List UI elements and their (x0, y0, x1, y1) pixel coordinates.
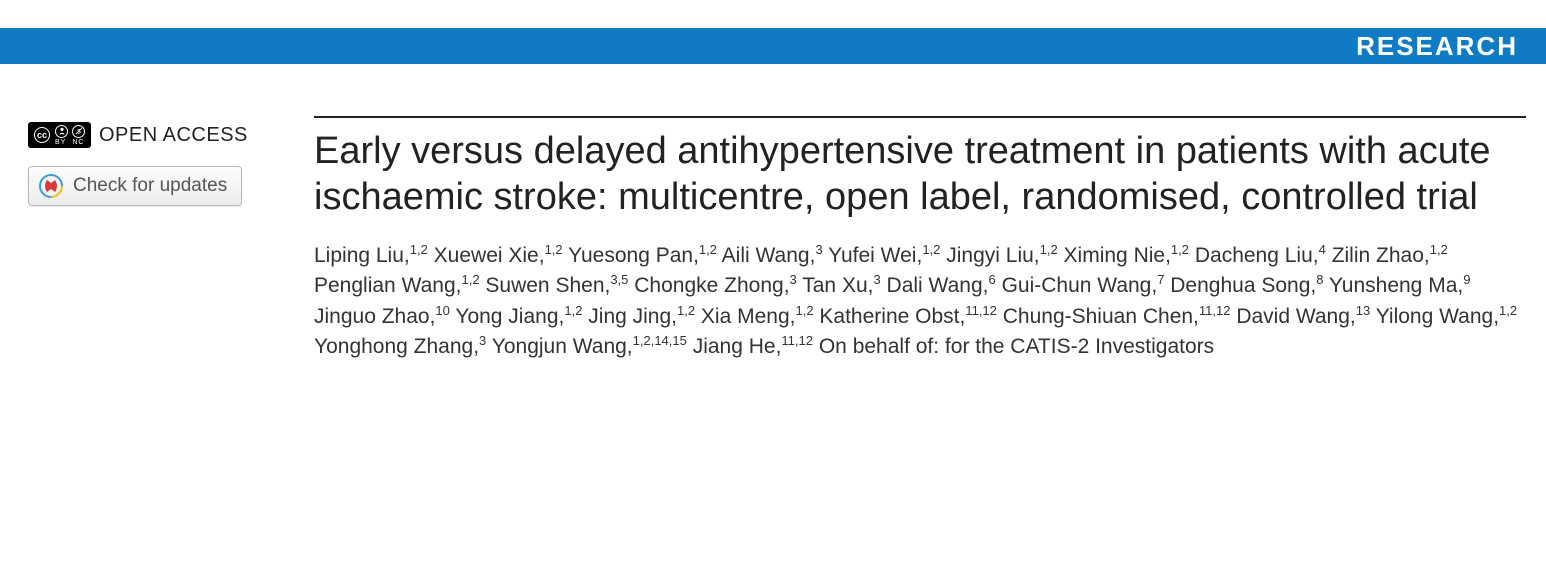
affiliation-ref: 1,2 (1040, 242, 1058, 257)
affiliation-ref: 1,2 (564, 303, 582, 318)
affiliation-ref: 8 (1316, 272, 1323, 287)
affiliation-ref: 1,2 (461, 272, 479, 287)
affiliation-ref: 1,2 (677, 303, 695, 318)
affiliation-ref: 3 (815, 242, 822, 257)
affiliation-ref: 3 (790, 272, 797, 287)
banner-label: RESEARCH (1356, 31, 1518, 62)
author: Liping Liu,1,2 (314, 244, 428, 267)
person-icon (55, 125, 68, 138)
section-banner: RESEARCH (0, 28, 1546, 64)
author: Dali Wang,6 (887, 274, 996, 297)
affiliation-ref: 1,2 (1430, 242, 1448, 257)
author: David Wang,13 (1236, 305, 1370, 328)
affiliation-ref: 13 (1356, 303, 1370, 318)
affiliation-ref: 3 (873, 272, 880, 287)
affiliation-ref: 7 (1157, 272, 1164, 287)
author-list: Liping Liu,1,2 Xuewei Xie,1,2 Yuesong Pa… (314, 241, 1526, 363)
author: Yonghong Zhang,3 (314, 335, 486, 358)
sidebar: cc $ BYNC OPEN ACCESS (28, 116, 290, 362)
author: Xuewei Xie,1,2 (434, 244, 563, 267)
affiliation-ref: 3 (479, 333, 486, 348)
check-updates-label: Check for updates (73, 175, 227, 197)
affiliation-ref: 3,5 (610, 272, 628, 287)
author: Katherine Obst,11,12 (819, 305, 997, 328)
affiliation-ref: 4 (1319, 242, 1326, 257)
author: Jingyi Liu,1,2 (946, 244, 1057, 267)
author: Yunsheng Ma,9 (1329, 274, 1471, 297)
author: Aili Wang,3 (722, 244, 823, 267)
author: Suwen Shen,3,5 (485, 274, 628, 297)
author: Yufei Wei,1,2 (828, 244, 940, 267)
author: Xia Meng,1,2 (701, 305, 814, 328)
affiliation-ref: 6 (988, 272, 995, 287)
content-row: cc $ BYNC OPEN ACCESS (0, 64, 1546, 362)
author: Jiang He,11,12 (693, 335, 813, 358)
affiliation-ref: 1,2,14,15 (633, 333, 687, 348)
author: Ximing Nie,1,2 (1064, 244, 1189, 267)
author: Gui-Chun Wang,7 (1002, 274, 1165, 297)
affiliation-ref: 1,2 (795, 303, 813, 318)
article-main: Early versus delayed antihypertensive tr… (314, 116, 1526, 362)
author: Penglian Wang,1,2 (314, 274, 480, 297)
affiliation-ref: 1,2 (1499, 303, 1517, 318)
dollar-icon: $ (72, 125, 85, 138)
author: Yong Jiang,1,2 (455, 305, 582, 328)
author: Chung-Shiuan Chen,11,12 (1003, 305, 1231, 328)
author: Denghua Song,8 (1170, 274, 1323, 297)
affiliation-ref: 10 (435, 303, 449, 318)
article-title: Early versus delayed antihypertensive tr… (314, 128, 1526, 221)
affiliation-ref: 1,2 (545, 242, 563, 257)
author: Jing Jing,1,2 (588, 305, 695, 328)
author: Yongjun Wang,1,2,14,15 (492, 335, 687, 358)
crossmark-icon (39, 174, 63, 198)
check-updates-button[interactable]: Check for updates (28, 166, 242, 206)
author: Yuesong Pan,1,2 (568, 244, 717, 267)
affiliation-ref: 11,12 (781, 333, 813, 348)
author: Zilin Zhao,1,2 (1332, 244, 1448, 267)
open-access-row: cc $ BYNC OPEN ACCESS (28, 122, 290, 148)
author: Dacheng Liu,4 (1195, 244, 1326, 267)
author: Jinguo Zhao,10 (314, 305, 450, 328)
affiliation-ref: 1,2 (410, 242, 428, 257)
author: Chongke Zhong,3 (634, 274, 797, 297)
group-author: On behalf of: for the CATIS-2 Investigat… (819, 335, 1214, 358)
affiliation-ref: 11,12 (1199, 303, 1231, 318)
open-access-label: OPEN ACCESS (99, 124, 248, 147)
affiliation-ref: 1,2 (699, 242, 717, 257)
affiliation-ref: 1,2 (1171, 242, 1189, 257)
cc-icon: cc (34, 127, 50, 143)
affiliation-ref: 11,12 (965, 303, 997, 318)
affiliation-ref: 9 (1463, 272, 1470, 287)
cc-license-badge: cc $ BYNC (28, 122, 91, 148)
author: Tan Xu,3 (802, 274, 880, 297)
affiliation-ref: 1,2 (922, 242, 940, 257)
author: Yilong Wang,1,2 (1376, 305, 1517, 328)
